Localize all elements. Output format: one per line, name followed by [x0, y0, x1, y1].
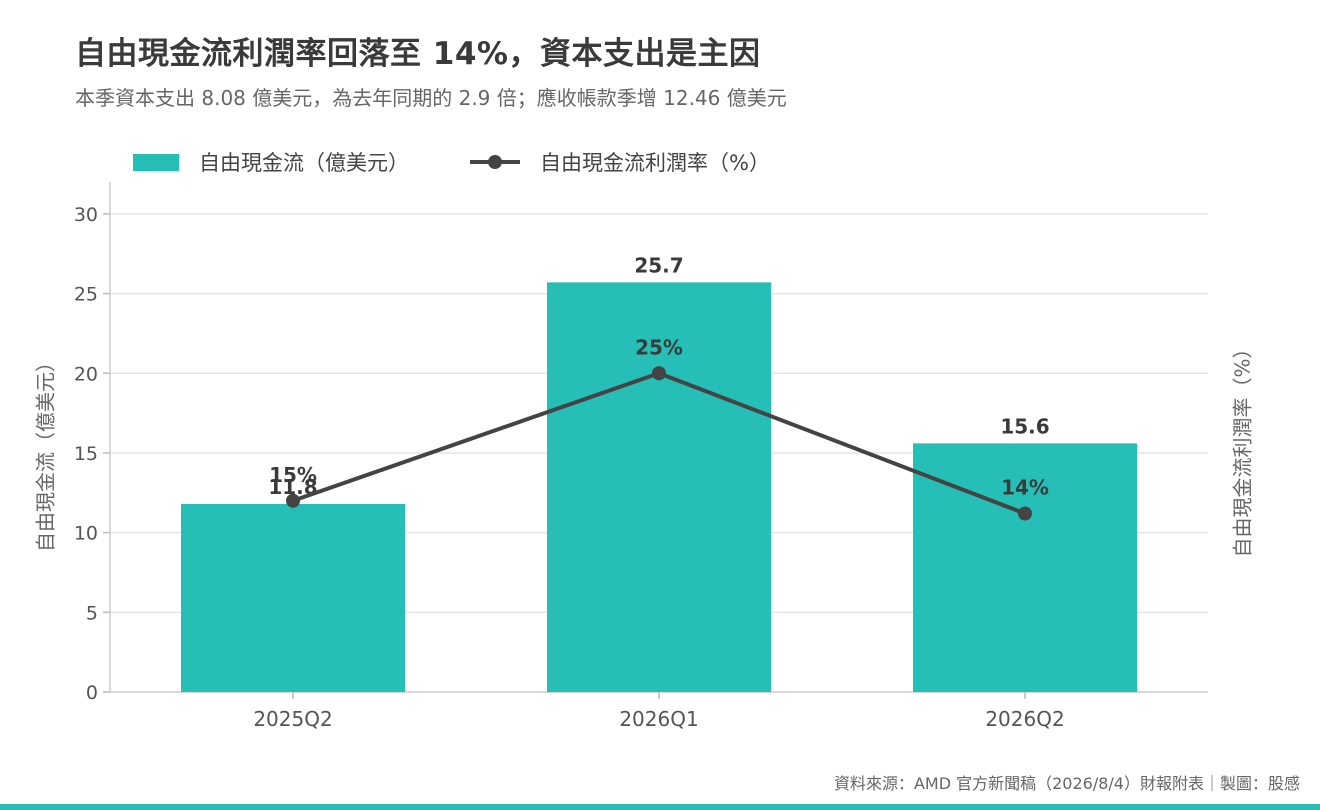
bottom-accent-strip: [0, 804, 1320, 810]
bar: [547, 282, 771, 692]
y-tick-label: 10: [74, 523, 98, 545]
line-data-label: 15%: [269, 463, 317, 487]
y-tick-label: 15: [74, 443, 98, 465]
chart-title: 自由現金流利潤率回落至 14%，資本支出是主因: [75, 36, 761, 72]
y-tick-label: 30: [74, 204, 98, 226]
line-data-label: 25%: [635, 335, 683, 359]
legend-item-bar: 自由現金流（億美元）: [133, 146, 409, 178]
chart-subtitle: 本季資本支出 8.08 億美元，為去年同期的 2.9 倍；應收帳款季增 12.4…: [75, 86, 787, 110]
x-tick-label: 2026Q2: [985, 707, 1064, 731]
line-point: [286, 493, 300, 508]
y-tick-label: 25: [74, 284, 98, 306]
y-tick-label: 0: [86, 682, 98, 704]
bar: [181, 503, 405, 692]
legend-item-line: 自由現金流利潤率（%）: [470, 146, 770, 178]
bar-data-label: 15.6: [1000, 414, 1049, 438]
x-tick-label: 2025Q2: [253, 707, 332, 731]
bar-data-label: 25.7: [634, 253, 683, 277]
legend-line-swatch: [470, 152, 520, 172]
source-note: 資料來源：AMD 官方新聞稿（2026/8/4）財報附表｜製圖：股感: [833, 774, 1300, 793]
line-point: [652, 366, 666, 381]
line-point: [1018, 506, 1032, 521]
legend-bar-swatch: [133, 153, 179, 171]
line-data-label: 14%: [1001, 476, 1049, 500]
legend-label-bar: 自由現金流（億美元）: [199, 151, 409, 175]
y-tick-label: 20: [74, 363, 98, 385]
legend-label-line: 自由現金流利潤率（%）: [540, 151, 770, 175]
y-tick-label: 5: [86, 602, 98, 624]
x-tick-label: 2026Q1: [619, 707, 698, 731]
